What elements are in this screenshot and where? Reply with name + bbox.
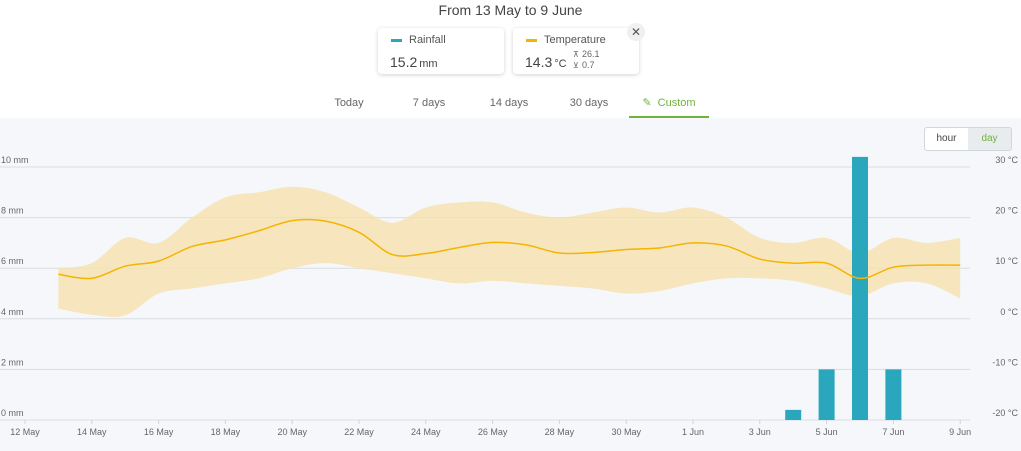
tab-today[interactable]: Today — [334, 97, 364, 109]
close-icon[interactable]: ✕ — [627, 23, 645, 41]
toggle-day[interactable]: day — [968, 128, 1011, 150]
x-tick-label: 20 May — [277, 427, 307, 437]
temperature-summary-card[interactable]: Temperature 14.3 °C ⊼ 26.1 ⊻ 0.7 — [513, 28, 639, 74]
rainfall-bar — [818, 369, 835, 420]
y-right-tick-label: -20 °C — [992, 408, 1018, 418]
y-right-tick-label: 0 °C — [1000, 307, 1018, 317]
rainfall-value: 15.2 — [390, 54, 418, 70]
y-right-tick-label: 10 °C — [995, 256, 1018, 266]
date-range-title: From 13 May to 9 June — [438, 2, 583, 18]
rainfall-bar — [885, 369, 902, 420]
temperature-min: 0.7 — [582, 60, 595, 70]
y-left-tick-label: 0 mm — [1, 408, 24, 418]
period-tabs: Today 7 days 14 days 30 days ✎ Custom — [0, 92, 1021, 118]
y-left-tick-label: 4 mm — [1, 307, 24, 317]
temperature-average: 14.3 °C — [525, 54, 567, 70]
x-tick-label: 28 May — [545, 427, 575, 437]
tab-14-days[interactable]: 14 days — [489, 97, 529, 109]
x-tick-label: 12 May — [10, 427, 40, 437]
max-arrow-icon: ⊼ — [573, 50, 579, 59]
y-right-tick-label: -10 °C — [992, 357, 1018, 367]
rainfall-unit: mm — [419, 58, 438, 70]
x-tick-label: 7 Jun — [882, 427, 904, 437]
x-tick-label: 18 May — [211, 427, 241, 437]
y-left-tick-label: 8 mm — [1, 206, 24, 216]
temperature-max: 26.1 — [582, 49, 600, 59]
rainfall-label: Rainfall — [409, 34, 446, 46]
temperature-value: 14.3 — [525, 54, 553, 70]
rainfall-swatch — [391, 38, 402, 42]
y-right-tick-label: 20 °C — [995, 206, 1018, 216]
x-tick-label: 1 Jun — [682, 427, 704, 437]
x-tick-label: 3 Jun — [749, 427, 771, 437]
tab-custom[interactable]: ✎ Custom — [629, 92, 709, 118]
temperature-min-max: ⊼ 26.1 ⊻ 0.7 — [573, 49, 600, 71]
tab-custom-label: Custom — [657, 97, 696, 109]
rainfall-bar — [852, 156, 868, 420]
x-tick-label: 26 May — [478, 427, 508, 437]
rainfall-legend: Rainfall — [391, 34, 446, 46]
temperature-label: Temperature — [544, 34, 606, 46]
resolution-toggle: hour day — [924, 127, 1012, 151]
x-tick-label: 24 May — [411, 427, 441, 437]
temperature-range-band — [58, 186, 961, 317]
pencil-icon: ✎ — [642, 97, 652, 109]
x-tick-label: 16 May — [144, 427, 174, 437]
x-tick-label: 14 May — [77, 427, 107, 437]
tab-30-days[interactable]: 30 days — [569, 97, 609, 109]
y-left-tick-label: 6 mm — [1, 256, 24, 266]
x-tick-label: 22 May — [344, 427, 374, 437]
temperature-mean-line — [58, 218, 961, 280]
rainfall-summary-card[interactable]: Rainfall 15.2 mm — [378, 28, 504, 74]
toggle-hour[interactable]: hour — [936, 133, 957, 144]
rainfall-total: 15.2 mm — [390, 54, 438, 70]
temperature-legend: Temperature — [526, 34, 606, 46]
rainfall-bar — [785, 409, 802, 420]
temperature-unit: °C — [554, 58, 567, 70]
x-tick-label: 5 Jun — [816, 427, 838, 437]
x-tick-label: 30 May — [611, 427, 641, 437]
x-tick-label: 9 Jun — [949, 427, 971, 437]
y-right-tick-label: 30 °C — [995, 155, 1018, 165]
temperature-swatch — [526, 38, 537, 42]
y-left-tick-label: 10 mm — [1, 155, 29, 165]
y-left-tick-label: 2 mm — [1, 357, 24, 367]
tab-7-days[interactable]: 7 days — [412, 97, 446, 109]
min-arrow-icon: ⊻ — [573, 61, 579, 70]
